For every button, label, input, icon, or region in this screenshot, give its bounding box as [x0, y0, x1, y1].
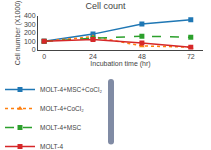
svg-text:Cell number (X1000): Cell number (X1000)	[14, 1, 22, 66]
svg-text:MOLT-4+MSC: MOLT-4+MSC	[40, 124, 82, 131]
svg-text:0: 0	[32, 46, 36, 53]
svg-text:400: 400	[24, 12, 36, 19]
svg-text:24: 24	[89, 53, 97, 60]
svg-text:200: 200	[24, 29, 36, 36]
svg-text:Cell count: Cell count	[85, 1, 126, 11]
svg-text:0: 0	[42, 53, 46, 60]
svg-text:100: 100	[24, 38, 36, 45]
svg-text:MOLT-4+CoCl₂: MOLT-4+CoCl₂	[40, 105, 84, 112]
svg-text:MOLT-4+MSC+CoCl₂: MOLT-4+MSC+CoCl₂	[40, 86, 102, 93]
svg-text:48: 48	[138, 53, 146, 60]
svg-text:Incubation time (hr): Incubation time (hr)	[90, 60, 150, 68]
svg-text:MOLT-4: MOLT-4	[40, 143, 63, 150]
svg-text:72: 72	[187, 53, 195, 60]
svg-text:300: 300	[24, 21, 36, 28]
